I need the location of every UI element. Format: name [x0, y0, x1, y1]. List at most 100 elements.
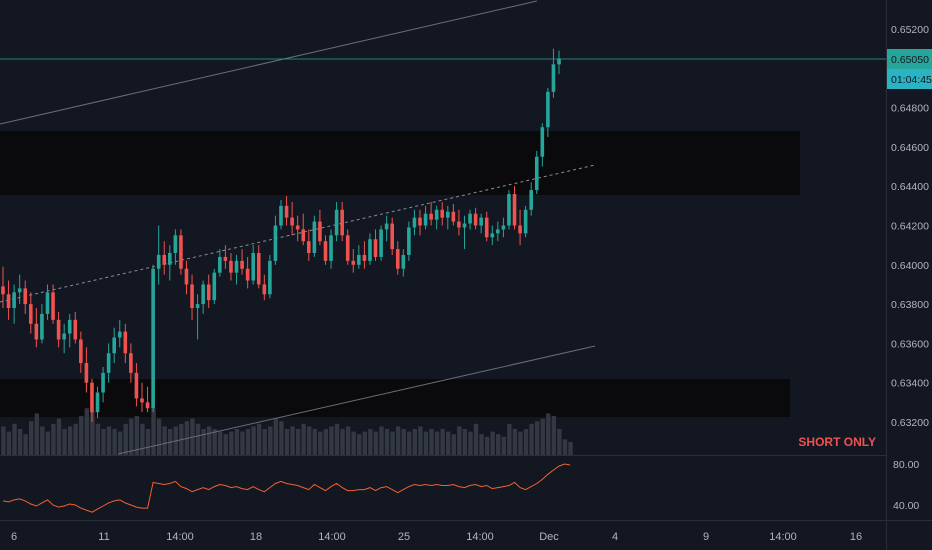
price-axis[interactable]: 0.65200 0.64800 0.64600 0.64400 0.64200 0.640… [891, 24, 929, 429]
volume-bar [67, 426, 73, 455]
candle [557, 50, 561, 75]
candle [395, 241, 400, 275]
candle [496, 221, 500, 242]
candle [245, 256, 250, 289]
time-tick-label: 11 [98, 531, 109, 543]
candle [218, 249, 222, 277]
candle [284, 196, 289, 226]
time-tick-label: 4 [612, 531, 618, 543]
current-price-value: 0.65050 [891, 54, 929, 66]
candle [23, 280, 28, 314]
time-axis[interactable]: 6 11 14:00 18 14:00 25 14:00 Dec 4 9 14:00 16 [11, 531, 862, 543]
candle-body [468, 213, 472, 224]
candle-body [379, 229, 383, 257]
candle [479, 213, 483, 234]
volume-bar [362, 431, 367, 455]
candle-body [79, 339, 83, 364]
candle [490, 225, 495, 246]
candle [418, 209, 422, 236]
candle [262, 274, 267, 301]
candle-body [329, 235, 333, 261]
candle [429, 201, 433, 226]
candle [345, 229, 350, 265]
candle-body [473, 213, 478, 226]
candle-body [156, 254, 161, 269]
candle-body [540, 127, 545, 157]
candle-body [423, 213, 428, 226]
volume-bar [490, 431, 495, 455]
candle [162, 241, 167, 275]
candle-body [323, 241, 328, 261]
candle [362, 241, 367, 269]
volume-bar [12, 423, 17, 455]
volume-bar [423, 431, 429, 455]
candle-body [557, 58, 561, 65]
volume-bar [468, 431, 473, 455]
candle [67, 313, 72, 348]
candle-body [284, 205, 289, 218]
volume-bar [457, 426, 462, 455]
candle-body [334, 209, 339, 236]
candle [134, 363, 139, 407]
volume-bar [90, 410, 95, 455]
candle-body [17, 288, 22, 293]
candle [312, 215, 317, 257]
candle-body [129, 353, 133, 373]
candlestick-series [1, 48, 561, 422]
candle [6, 280, 11, 320]
candle [17, 274, 22, 305]
candle-body [407, 227, 411, 255]
candle-body [162, 254, 167, 265]
volume-bar [496, 434, 501, 455]
candle [84, 347, 89, 393]
volume-bar [407, 431, 412, 455]
candle-body [145, 402, 150, 409]
countdown-tag-bg [887, 69, 932, 89]
candle-body [134, 372, 139, 399]
price-tick-label: 0.64400 [891, 181, 929, 193]
volume-bar [251, 426, 256, 455]
candle-body [195, 304, 200, 309]
volume-bar [45, 431, 51, 455]
volume-bar [218, 431, 223, 455]
price-tick-label: 0.64000 [891, 260, 929, 272]
candle [273, 215, 278, 265]
candle-body [518, 225, 522, 234]
volume-bar [223, 434, 228, 455]
volume-bar [446, 431, 451, 455]
candle [256, 245, 261, 289]
volume-bar [206, 426, 212, 455]
candle [512, 186, 517, 230]
candle-body [462, 223, 467, 228]
volume-bar [512, 429, 518, 455]
candle-body [12, 292, 16, 309]
current-price-tag: 0.65050 01:04:45 [887, 49, 932, 89]
candle [379, 225, 383, 261]
volume-bar [240, 431, 245, 455]
volume-bar [201, 429, 206, 455]
volume-bar [195, 423, 201, 455]
candle [29, 292, 33, 334]
volume-bar [334, 423, 340, 455]
volume-bar [340, 429, 345, 455]
candle-body [234, 260, 239, 273]
candle [101, 366, 105, 403]
volume-bar [162, 426, 167, 455]
time-tick-label: 18 [250, 531, 262, 543]
volume-bar [129, 418, 134, 455]
volume-bar [1, 426, 6, 455]
volume-bar [412, 429, 418, 455]
candle-body [457, 221, 461, 228]
candle [56, 311, 61, 348]
candle [184, 260, 189, 295]
candle [190, 274, 194, 320]
candle-body [106, 353, 111, 373]
candle [340, 201, 344, 242]
candle [290, 201, 294, 236]
volume-bar [273, 418, 279, 455]
volume-bar [34, 413, 39, 455]
candle-body [429, 213, 433, 220]
volume-bar [551, 416, 557, 455]
